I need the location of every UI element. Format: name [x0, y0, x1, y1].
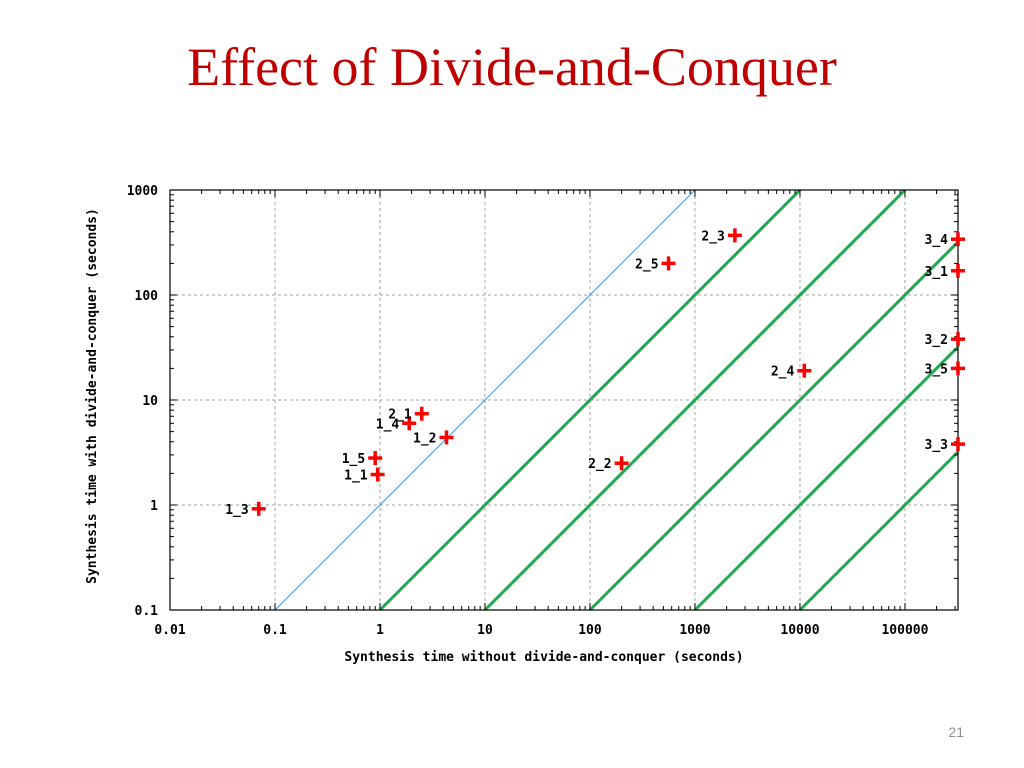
data-point: 3_5 — [925, 361, 965, 377]
parity-line — [274, 189, 696, 611]
point-label: 1_3 — [225, 503, 248, 518]
x-tick-label: 0.01 — [154, 623, 185, 638]
y-axis-title: Synthesis time with divide-and-conquer (… — [85, 208, 100, 584]
point-label: 2_1 — [388, 408, 412, 423]
data-point: 2_2 — [588, 456, 629, 472]
y-tick-label: 100 — [135, 289, 159, 304]
point-label: 1_5 — [342, 452, 365, 467]
point-label: 3_4 — [925, 233, 949, 248]
data-point: 2_5 — [635, 256, 676, 272]
speedup-line — [378, 188, 802, 612]
data-point: 2_4 — [771, 363, 812, 380]
point-label: 3_1 — [925, 265, 949, 280]
data-point: 1_5 — [342, 451, 383, 467]
point-label: 1_1 — [344, 469, 368, 484]
point-label: 3_3 — [925, 438, 948, 453]
y-tick-label: 0.1 — [135, 604, 159, 619]
y-tick-label: 10 — [142, 394, 158, 409]
y-tick-label: 1000 — [127, 184, 158, 199]
point-label: 2_4 — [771, 365, 795, 380]
x-tick-label: 10000 — [780, 623, 819, 638]
x-tick-label: 1 — [376, 623, 384, 638]
point-label: 3_2 — [925, 333, 948, 348]
point-label: 1_2 — [413, 431, 436, 446]
page-number: 21 — [948, 724, 964, 740]
data-point: 2_1 — [388, 406, 429, 423]
data-point: 3_4 — [925, 232, 965, 248]
x-axis-title: Synthesis time without divide-and-conque… — [344, 650, 743, 665]
grid-lines — [170, 190, 958, 610]
data-point: 2_3 — [701, 228, 742, 244]
point-label: 1_4 — [376, 417, 400, 432]
speedup-line — [483, 188, 907, 612]
point-label: 2_5 — [635, 257, 658, 272]
point-label: 2_3 — [701, 229, 724, 244]
x-tick-label: 100000 — [881, 623, 928, 638]
reference-lines — [274, 188, 960, 612]
data-point: 3_2 — [925, 332, 965, 348]
axis-ticks: 0.01 0.1 1 10 100 1000 10000 100000 0.1 1 10 100 100… — [127, 184, 958, 638]
y-tick-label: 1 — [150, 499, 158, 514]
data-point: 1_2 — [413, 430, 454, 446]
x-tick-label: 0.1 — [263, 623, 287, 638]
x-tick-label: 10 — [477, 623, 493, 638]
point-label: 3_5 — [925, 362, 948, 377]
data-point: 1_1 — [344, 467, 385, 484]
data-point: 1_3 — [225, 501, 266, 518]
x-tick-label: 1000 — [679, 623, 710, 638]
data-point: 1_4 — [376, 416, 417, 432]
point-label: 2_2 — [588, 457, 611, 472]
data-point: 3_1 — [925, 263, 965, 280]
speedup-line — [798, 450, 960, 612]
slide-title: Effect of Divide-and-Conquer — [187, 37, 837, 97]
speedup-line — [588, 240, 960, 612]
plot-frame — [169, 189, 959, 611]
x-tick-label: 100 — [578, 623, 602, 638]
data-point: 3_3 — [925, 437, 965, 453]
speedup-line — [693, 345, 960, 612]
data-points: 1_1 1_2 1_3 1_4 1_5 2_1 2_2 2_3 2_4 2_5 3_1 3_2 3_3 3… — [225, 228, 965, 518]
